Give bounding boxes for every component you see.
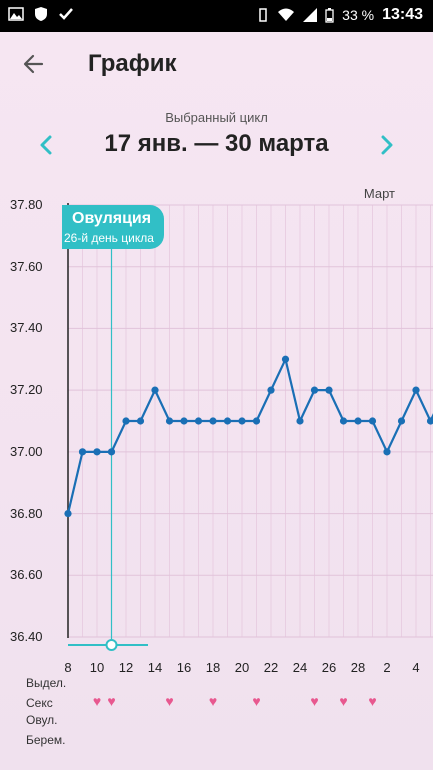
x-tick-label: 16	[176, 660, 192, 675]
heart-icon: ♥	[310, 693, 319, 709]
y-tick-label: 37.40	[10, 320, 43, 336]
heart-icon: ♥	[339, 693, 348, 709]
temperature-point	[238, 417, 246, 425]
page-title: График	[88, 50, 177, 77]
x-tick-label: 10	[89, 660, 105, 675]
heart-icon: ♥	[252, 693, 261, 709]
ovulation-title: Овуляция	[72, 210, 152, 227]
row-label: Овул.	[26, 713, 58, 727]
x-tick-label: 26	[321, 660, 337, 675]
x-tick-label: 28	[350, 660, 366, 675]
temperature-point	[296, 417, 304, 425]
heart-icon: ♥	[107, 693, 116, 709]
temperature-point	[281, 355, 290, 363]
x-tick-label: 18	[205, 660, 221, 675]
heart-icon: ♥	[208, 693, 218, 709]
temperature-series	[64, 355, 433, 518]
image-icon	[8, 7, 24, 21]
y-tick-label: 36.60	[10, 567, 43, 583]
temperature-point	[267, 386, 275, 394]
temperature-point	[383, 448, 391, 456]
y-tick-label: 37.00	[10, 443, 43, 459]
ovulation-badge: Овуляция 26-й день цикла	[62, 205, 164, 249]
y-tick-label: 37.80	[10, 197, 43, 212]
row-label: Выдел.	[26, 676, 67, 690]
month-label: Март	[363, 186, 395, 201]
temperature-point	[64, 509, 72, 518]
back-arrow-icon[interactable]	[20, 50, 48, 78]
shield-icon	[35, 7, 47, 21]
temperature-line	[66, 358, 433, 514]
temperature-point	[136, 417, 145, 425]
x-tick-label: 4	[412, 660, 420, 675]
temperature-point	[93, 448, 101, 456]
heart-icon: ♥	[92, 693, 102, 709]
check-icon	[59, 8, 73, 20]
cycle-range: 17 янв. — 30 марта	[104, 130, 329, 157]
x-tick-label: 24	[292, 660, 308, 675]
temperature-point	[223, 417, 232, 425]
ovulation-subtitle: 26-й день цикла	[64, 231, 154, 245]
battery-icon	[325, 7, 334, 23]
temperature-point	[325, 386, 333, 394]
temperature-point	[397, 417, 406, 425]
status-bar: 33 % 13:43	[0, 0, 433, 32]
temperature-point	[252, 417, 261, 425]
x-tick-label: 8	[64, 660, 72, 675]
ovulation-handle	[105, 639, 118, 651]
battery-percent: 33 %	[342, 7, 375, 23]
temperature-point	[107, 448, 116, 456]
temperature-point	[368, 417, 377, 425]
y-tick-label: 36.40	[10, 629, 43, 644]
y-tick-label: 37.60	[10, 258, 43, 274]
row-label: Секс	[26, 696, 53, 710]
clock: 13:43	[382, 6, 423, 23]
temperature-point	[151, 386, 159, 394]
ovulation-markers	[68, 205, 148, 651]
x-tick-label: 14	[147, 660, 163, 675]
temperature-point	[426, 417, 433, 425]
heart-icon: ♥	[165, 693, 174, 709]
temperature-point	[122, 417, 130, 425]
temperature-point	[165, 417, 174, 425]
prev-cycle-chevron-icon[interactable]	[32, 130, 62, 160]
x-tick-label: 20	[234, 660, 250, 675]
next-cycle-chevron-icon[interactable]	[371, 130, 401, 160]
x-tick-label: 2	[383, 660, 391, 675]
vibrate-icon	[259, 8, 267, 22]
signal-icon	[303, 8, 318, 22]
temperature-point	[209, 417, 217, 425]
wifi-icon	[278, 8, 295, 21]
temperature-point	[180, 417, 188, 425]
temperature-point	[412, 386, 420, 394]
cycle-label: Выбранный цикл	[165, 110, 268, 125]
y-tick-label: 36.80	[10, 505, 43, 521]
x-tick-label: 22	[263, 660, 279, 675]
temperature-point	[194, 417, 203, 425]
heart-icon: ♥	[368, 693, 377, 709]
app-bar: График	[0, 32, 433, 98]
temperature-point	[310, 386, 319, 394]
temperature-point	[354, 417, 362, 425]
temperature-point	[78, 448, 87, 456]
temperature-point	[339, 417, 348, 425]
x-tick-label: 12	[118, 660, 134, 675]
y-tick-label: 37.20	[10, 382, 43, 398]
row-label: Берем.	[26, 733, 66, 747]
